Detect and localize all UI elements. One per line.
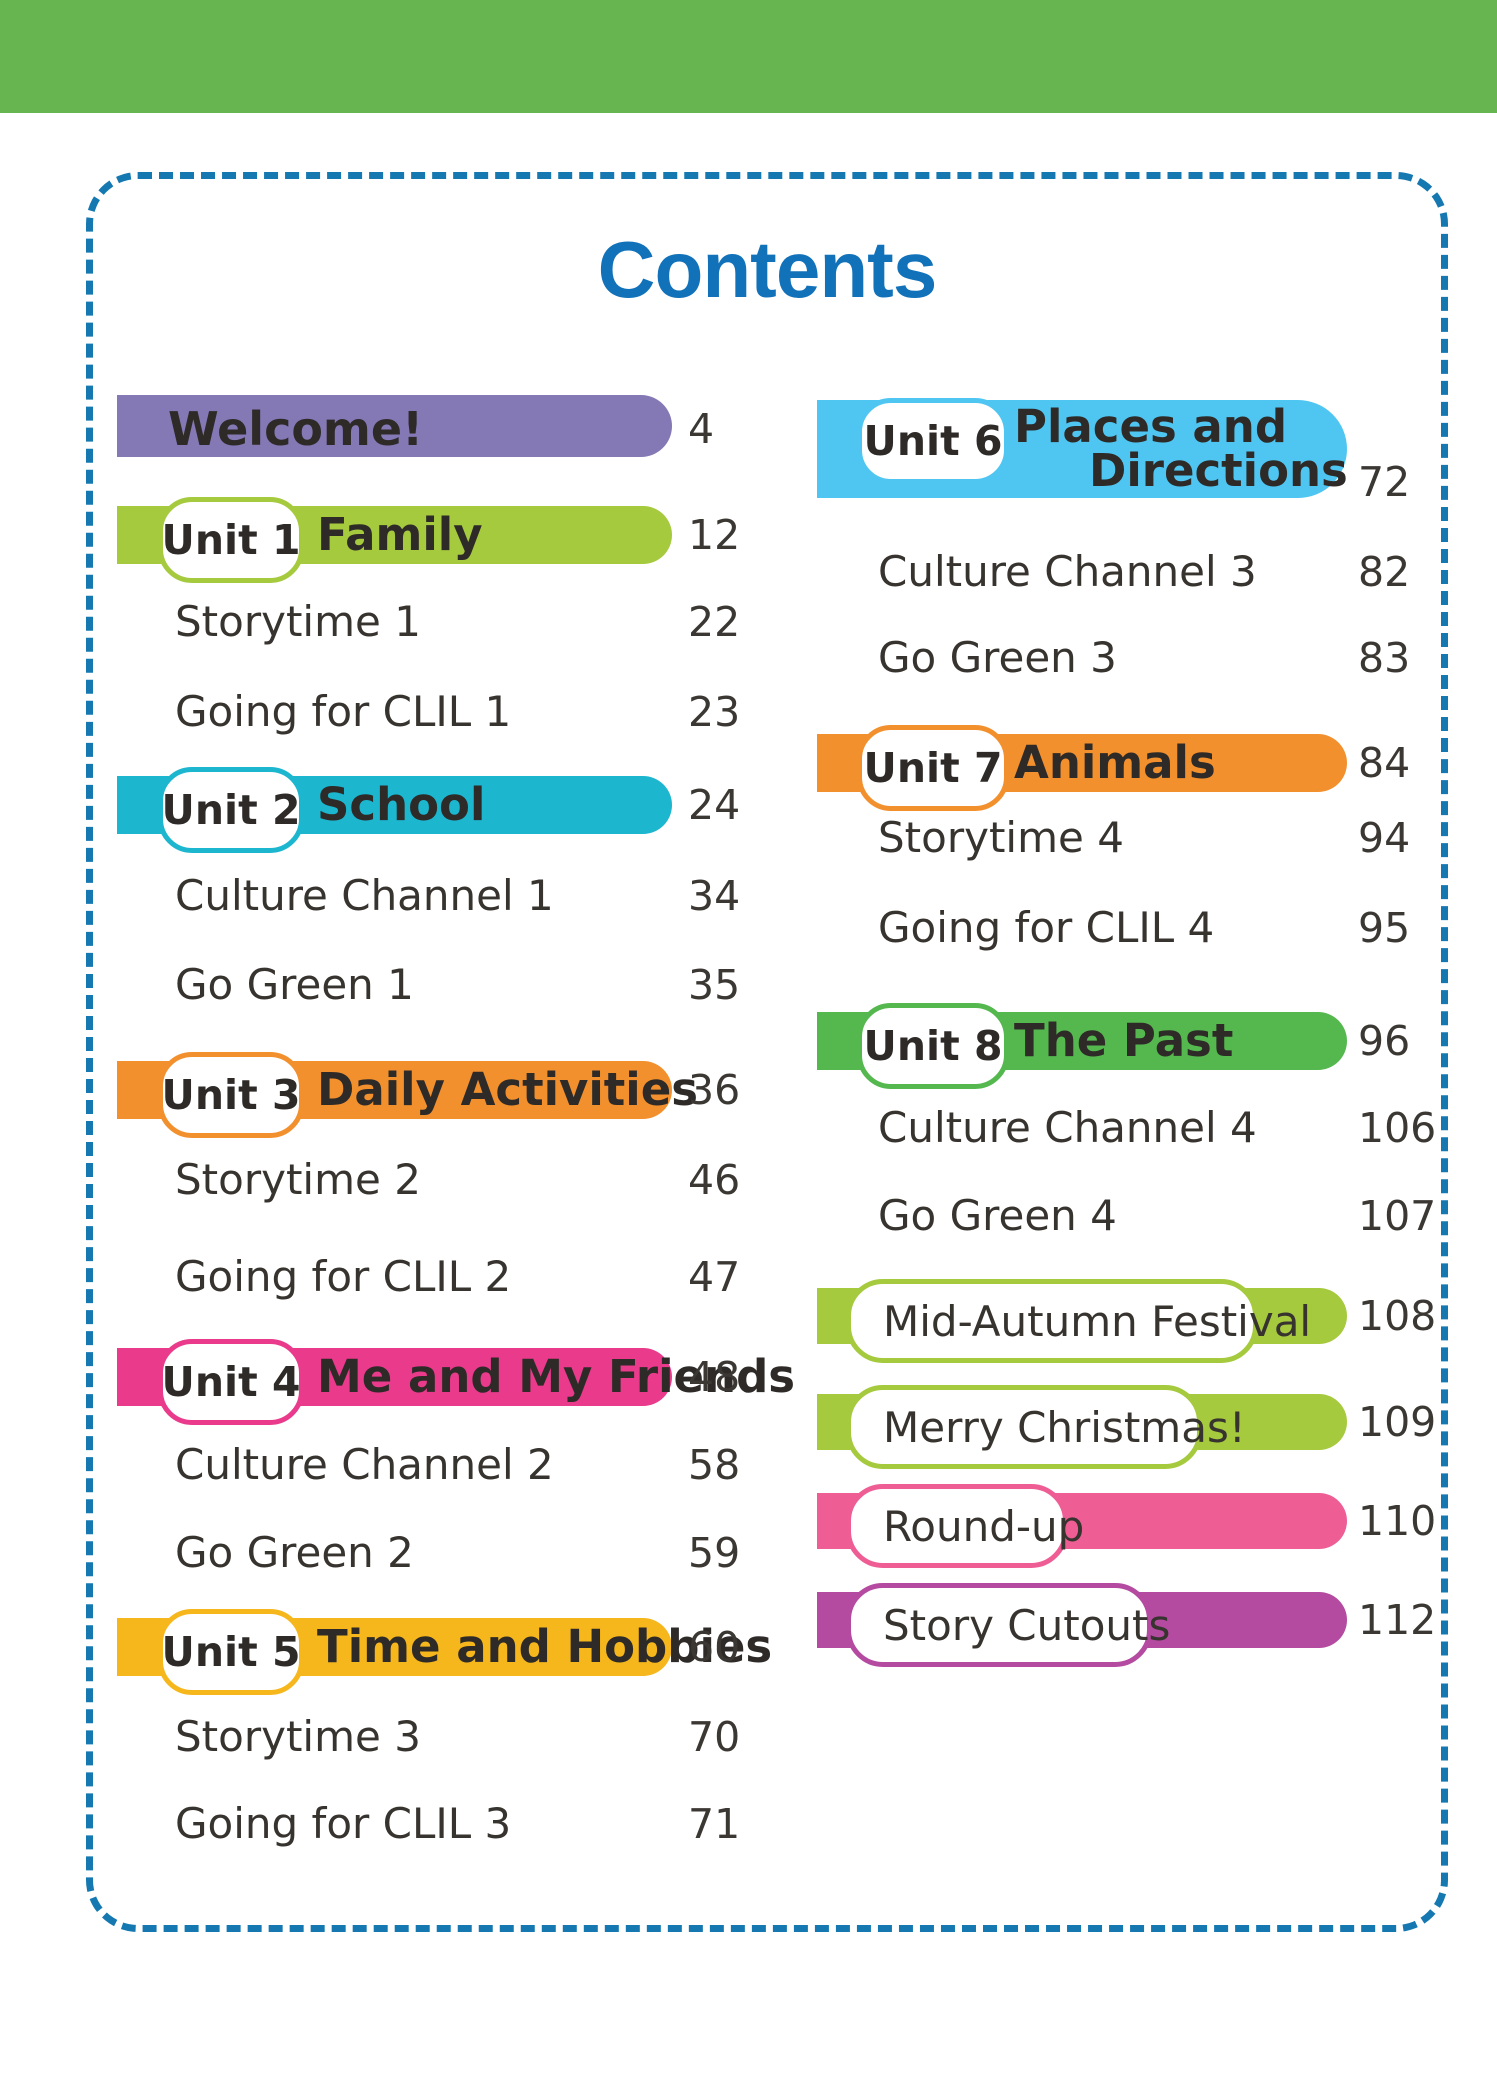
toc-item-label: Go Green 2 bbox=[175, 1528, 414, 1577]
unit-pill: Unit 5 bbox=[158, 1609, 304, 1695]
unit-pill-label: Unit 8 bbox=[863, 1022, 1003, 1070]
page-number: 22 bbox=[688, 598, 741, 646]
unit-pill: Unit 1 bbox=[158, 497, 304, 583]
toc-item-label: Going for CLIL 2 bbox=[175, 1252, 512, 1301]
page-number: 36 bbox=[688, 1066, 741, 1114]
festival-pill-label: Merry Christmas! bbox=[883, 1402, 1246, 1452]
page-number: 95 bbox=[1358, 904, 1411, 952]
page-number: 35 bbox=[688, 961, 741, 1009]
unit-pill: Unit 4 bbox=[158, 1339, 304, 1425]
toc-item-label: Culture Channel 4 bbox=[878, 1103, 1257, 1152]
page-number: 48 bbox=[688, 1353, 741, 1401]
unit-pill-label: Unit 5 bbox=[161, 1628, 301, 1676]
toc-item-label: Culture Channel 2 bbox=[175, 1440, 554, 1489]
unit-title: Daily Activities bbox=[317, 1063, 699, 1116]
unit-pill-label: Unit 7 bbox=[863, 744, 1003, 792]
toc-item-label: Going for CLIL 4 bbox=[878, 903, 1215, 952]
unit-title: Animals bbox=[1014, 736, 1216, 789]
page-title: Contents bbox=[597, 225, 938, 314]
unit-title: Me and My Friends bbox=[317, 1350, 796, 1403]
toc-item-label: Go Green 4 bbox=[878, 1191, 1117, 1240]
welcome-label: Welcome! bbox=[168, 402, 424, 456]
toc-item-label: Storytime 3 bbox=[175, 1712, 421, 1761]
festival-pill: Merry Christmas! bbox=[846, 1385, 1246, 1469]
unit-title-line: Places and bbox=[1014, 400, 1288, 453]
page-number: 106 bbox=[1358, 1104, 1437, 1152]
page-number: 34 bbox=[688, 872, 741, 920]
toc-item-label: Culture Channel 3 bbox=[878, 547, 1257, 596]
unit-title: The Past bbox=[1014, 1014, 1234, 1067]
unit-pill: Unit 2 bbox=[158, 767, 304, 853]
toc-item-label: Storytime 1 bbox=[175, 597, 421, 646]
unit-pill: Unit 3 bbox=[158, 1052, 304, 1138]
page-number: 70 bbox=[688, 1713, 741, 1761]
festival-pill-label: Mid-Autumn Festival bbox=[883, 1296, 1312, 1346]
unit-title: Family bbox=[317, 508, 483, 561]
festival-pill-label: Round-up bbox=[883, 1501, 1085, 1551]
page-number: 107 bbox=[1358, 1192, 1437, 1240]
unit-pill: Unit 7 bbox=[857, 725, 1009, 811]
toc-item-label: Culture Channel 1 bbox=[175, 871, 554, 920]
unit-pill-label: Unit 6 bbox=[863, 417, 1003, 465]
page-number: 47 bbox=[688, 1253, 741, 1301]
unit-pill-label: Unit 3 bbox=[161, 1071, 301, 1119]
page-number: 94 bbox=[1358, 814, 1411, 862]
festival-pill-label: Story Cutouts bbox=[883, 1600, 1171, 1650]
unit-pill-label: Unit 1 bbox=[161, 516, 301, 564]
page-number: 96 bbox=[1358, 1017, 1411, 1065]
page-number: 109 bbox=[1358, 1398, 1437, 1446]
page-number: 112 bbox=[1358, 1596, 1437, 1644]
page-number: 59 bbox=[688, 1529, 741, 1577]
toc-item-label: Go Green 3 bbox=[878, 633, 1117, 682]
unit-title: Time and Hobbies bbox=[317, 1620, 773, 1673]
page-number: 72 bbox=[1358, 458, 1411, 506]
page-number: 84 bbox=[1358, 739, 1411, 787]
festival-pill: Round-up bbox=[846, 1484, 1084, 1568]
page-number: 71 bbox=[688, 1800, 741, 1848]
page-number: 24 bbox=[688, 781, 741, 829]
toc-item-label: Storytime 4 bbox=[878, 813, 1124, 862]
page-number: 82 bbox=[1358, 548, 1411, 596]
festival-pill: Mid-Autumn Festival bbox=[846, 1279, 1311, 1363]
unit-pill: Unit 8 bbox=[857, 1003, 1009, 1089]
unit-pill-label: Unit 2 bbox=[161, 786, 301, 834]
page-number: 4 bbox=[688, 405, 715, 453]
unit-pill: Unit 6 bbox=[857, 398, 1009, 484]
unit-title-line: Directions bbox=[1089, 444, 1348, 497]
page-number: 46 bbox=[688, 1156, 741, 1204]
page-number: 23 bbox=[688, 688, 741, 736]
page-number: 58 bbox=[688, 1441, 741, 1489]
festival-pill: Story Cutouts bbox=[846, 1583, 1170, 1667]
toc-item-label: Go Green 1 bbox=[175, 960, 414, 1009]
page-number: 108 bbox=[1358, 1292, 1437, 1340]
toc-item-label: Going for CLIL 3 bbox=[175, 1799, 512, 1848]
toc-bar-welcome- bbox=[117, 395, 672, 457]
unit-pill-label: Unit 4 bbox=[161, 1358, 301, 1406]
page-number: 12 bbox=[688, 511, 741, 559]
unit-title: School bbox=[317, 778, 486, 831]
toc-item-label: Going for CLIL 1 bbox=[175, 687, 512, 736]
page-number: 110 bbox=[1358, 1497, 1437, 1545]
page-number: 60 bbox=[688, 1623, 741, 1671]
toc-item-label: Storytime 2 bbox=[175, 1155, 421, 1204]
header-band bbox=[0, 0, 1497, 113]
page-number: 83 bbox=[1358, 634, 1411, 682]
